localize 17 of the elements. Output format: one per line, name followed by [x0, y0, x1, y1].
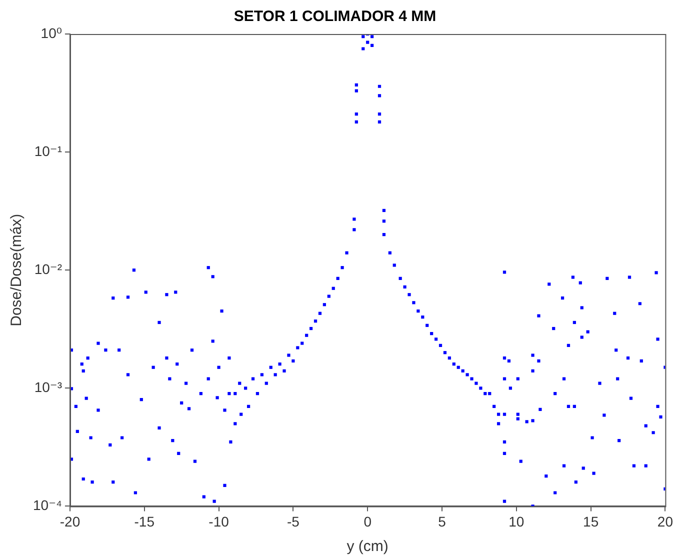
y-tick-label: 10⁻⁴: [32, 497, 62, 514]
chart-title: SETOR 1 COLIMADOR 4 MM: [234, 8, 436, 26]
y-tick-label: 10⁻³: [34, 379, 62, 396]
x-tick-label: 0: [364, 513, 372, 530]
x-tick-label: -20: [60, 513, 80, 530]
x-tick-label: 5: [438, 513, 446, 530]
x-tick-label: -5: [286, 513, 300, 530]
x-tick-label: -10: [208, 513, 230, 530]
y-tick-label: 10⁰: [40, 24, 62, 41]
y-axis-title: Dose/Dose(máx): [8, 214, 26, 326]
x-axis-title: y (cm): [346, 538, 388, 556]
x-tick-label: 15: [583, 513, 599, 530]
y-tick-label: 10⁻¹: [34, 142, 62, 159]
x-tick-label: 20: [657, 513, 674, 530]
x-tick-label: -15: [134, 513, 155, 530]
x-tick-label: 10: [508, 513, 524, 530]
y-tick-label: 10⁻²: [34, 260, 62, 277]
